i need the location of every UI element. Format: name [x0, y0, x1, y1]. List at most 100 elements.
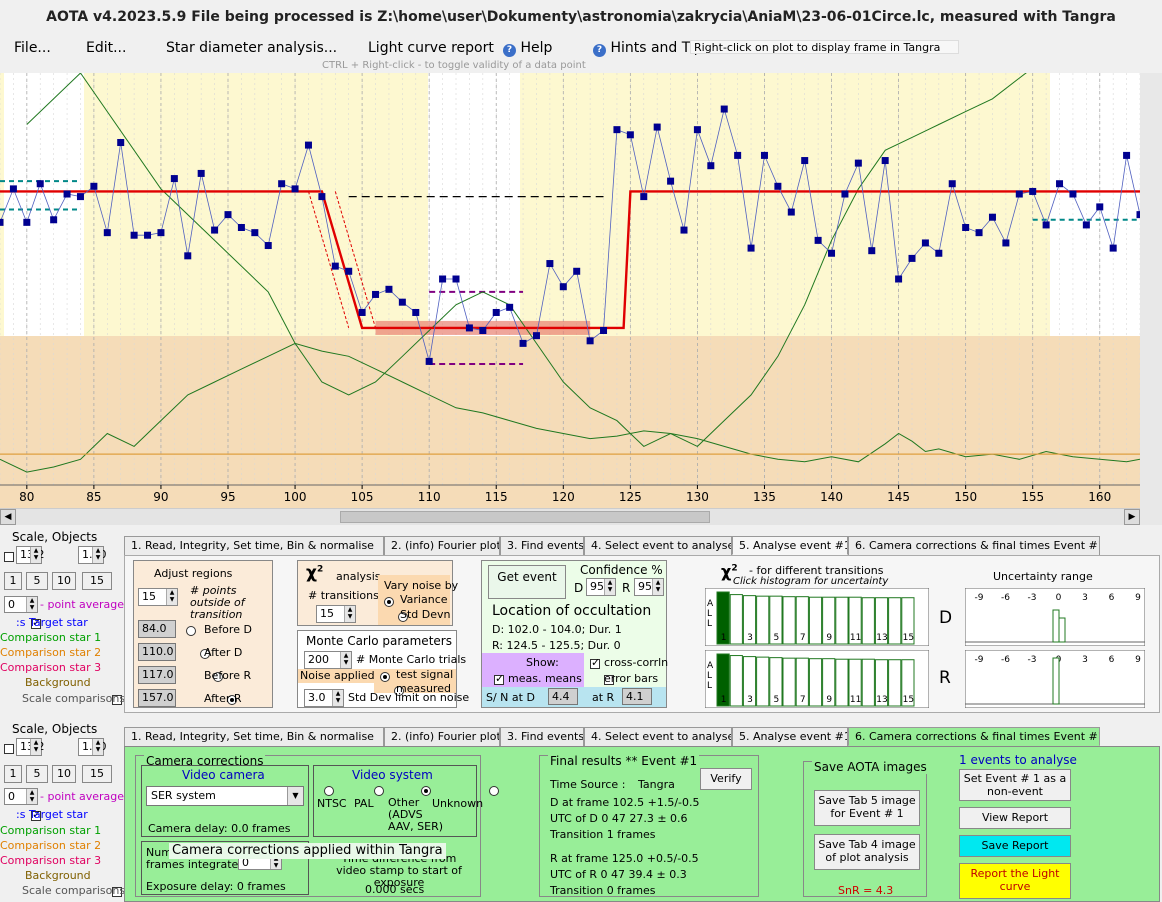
frames-integrated-label: frames integrated	[146, 858, 246, 871]
data-point	[304, 141, 312, 149]
scale-comparisons-check[interactable]	[112, 887, 122, 897]
conf-d-spinner[interactable]: 95	[586, 578, 616, 596]
histogram-r[interactable]: A L L1 3 5 7 9 11 13 15	[705, 650, 929, 708]
unknown-radio[interactable]	[488, 786, 499, 796]
tab-select-event[interactable]: 4. Select event to analyse	[584, 727, 732, 746]
after-r-radio[interactable]	[226, 695, 237, 705]
save-tab5-button[interactable]: Save Tab 5 image for Event # 1	[814, 790, 920, 826]
step-15-button[interactable]: 15	[82, 765, 112, 783]
d-utc-line: UTC of D 0 47 27.3 ± 0.6	[550, 812, 688, 825]
points-outside-spinner[interactable]: 15	[138, 588, 178, 606]
scale-check[interactable]	[4, 552, 14, 562]
mc-trials-spinner[interactable]: 200	[304, 651, 352, 669]
verify-button[interactable]: Verify	[700, 768, 752, 790]
tab-analyse-event[interactable]: 5. Analyse event #1	[732, 536, 848, 555]
pal-radio[interactable]	[373, 786, 384, 796]
view-report-button[interactable]: View Report	[959, 807, 1071, 829]
error-bars-check[interactable]	[603, 675, 614, 685]
camera-corrections-box: Camera corrections	[135, 754, 481, 897]
menu-light-curve-report[interactable]: Light curve report	[368, 40, 494, 56]
menu-edit[interactable]: Edit...	[86, 40, 127, 56]
histogram-tick-label: 11	[850, 633, 861, 643]
scale-spinner-1[interactable]: 13.2	[16, 546, 45, 564]
tab-fourier[interactable]: 2. (info) Fourier plot	[384, 536, 500, 555]
point-average-label: - point average	[40, 598, 125, 611]
data-point	[50, 216, 58, 224]
before-r-radio[interactable]	[213, 672, 223, 682]
test-signal-radio[interactable]	[380, 672, 390, 682]
histogram-tick-label: 5	[774, 695, 780, 705]
after-r-value[interactable]: 157.0	[138, 689, 176, 707]
after-d-radio[interactable]	[199, 649, 210, 659]
data-point	[1123, 151, 1131, 159]
step-5-button[interactable]: 5	[26, 765, 48, 783]
save-tab4-button[interactable]: Save Tab 4 image of plot analysis	[814, 834, 920, 870]
step-10-button[interactable]: 10	[52, 765, 76, 783]
scale-check[interactable]	[4, 744, 14, 754]
transitions-spinner[interactable]: 15	[316, 605, 356, 623]
tab-read-integrity[interactable]: 1. Read, Integrity, Set time, Bin & norm…	[124, 536, 384, 555]
stddev-radio[interactable]	[397, 612, 408, 622]
ntsc-radio[interactable]	[324, 786, 334, 796]
save-report-button[interactable]: Save Report	[959, 835, 1071, 857]
meas-means-check[interactable]	[494, 672, 504, 685]
tab-read-integrity[interactable]: 1. Read, Integrity, Set time, Bin & norm…	[124, 727, 384, 746]
variance-radio[interactable]	[384, 597, 394, 607]
tab-find-events[interactable]: 3. Find events	[500, 536, 584, 555]
menu-file[interactable]: File...	[14, 40, 51, 56]
step-1-button[interactable]: 1	[4, 572, 22, 590]
data-point	[841, 190, 849, 198]
chi-analysis-label: analysis	[336, 570, 381, 583]
target-star-check[interactable]	[31, 616, 41, 629]
before-r-value[interactable]: 117.0	[138, 666, 176, 684]
data-point	[667, 177, 675, 185]
histogram-d[interactable]: A L L1 3 5 7 9 11 13 15	[705, 588, 929, 646]
report-light-curve-button[interactable]: Report the Light curve	[959, 863, 1071, 899]
data-point	[278, 180, 286, 188]
data-point	[559, 283, 567, 291]
other-radio[interactable]	[421, 786, 431, 796]
x-tick-label: 80	[19, 490, 34, 504]
menu-help[interactable]: ? Help	[503, 40, 552, 57]
data-point	[546, 260, 554, 268]
step-5-button[interactable]: 5	[26, 572, 48, 590]
conf-r-spinner[interactable]: 95	[634, 578, 664, 596]
plot-scrollbar[interactable]: ◀ ▶	[0, 508, 1140, 525]
target-star-check[interactable]	[31, 808, 41, 821]
model-fit-alt	[308, 191, 350, 329]
scale-spinner-1[interactable]: 13.2	[16, 738, 45, 756]
tab-find-events[interactable]: 3. Find events	[500, 727, 584, 746]
menu-star-diameter[interactable]: Star diameter analysis...	[166, 40, 338, 56]
get-event-button[interactable]: Get event	[488, 565, 566, 599]
step-1-button[interactable]: 1	[4, 765, 22, 783]
comparison-curve-2	[0, 342, 1140, 473]
after-d-value[interactable]: 110.0	[138, 643, 176, 661]
cross-corrln-check[interactable]	[590, 656, 600, 669]
point-average-select[interactable]: 0	[4, 788, 38, 805]
comparison-3-label: Comparison star 3	[0, 661, 102, 674]
chi2-analysis-box: χ2 analysis # transitions 15 Vary noise …	[297, 560, 458, 626]
uncertainty-tick-label: 6	[1109, 655, 1115, 665]
step-10-button[interactable]: 10	[52, 572, 76, 590]
measured-radio[interactable]	[393, 686, 404, 696]
before-d-radio[interactable]	[186, 626, 196, 636]
tab-select-event[interactable]: 4. Select event to analyse	[584, 536, 732, 555]
data-point	[492, 308, 500, 316]
scale-spinner-2[interactable]: 1.40	[78, 546, 107, 564]
light-curve-plot[interactable]: 80 85 90 95 100 105 110 115 120 125 130 135 140 145 15…	[0, 73, 1140, 508]
save-images-box: Save AOTA images Save Tab 5 image for Ev…	[803, 760, 929, 897]
stddev-limit-spinner[interactable]: 3.0	[304, 689, 344, 707]
tab-fourier[interactable]: 2. (info) Fourier plot	[384, 727, 500, 746]
point-average-select[interactable]: 0	[4, 596, 38, 613]
before-d-value[interactable]: 84.0	[138, 620, 176, 638]
tab-analyse-event[interactable]: 5. Analyse event #1	[732, 727, 848, 746]
set-non-event-button[interactable]: Set Event # 1 as a non-event	[959, 769, 1071, 801]
menu-hints[interactable]: ? Hints and Tips	[593, 40, 710, 57]
camera-select[interactable]: SER system ▼	[146, 786, 304, 806]
tab-camera-corrections[interactable]: 6. Camera corrections & final times Even…	[848, 727, 1100, 746]
step-15-button[interactable]: 15	[82, 572, 112, 590]
scale-spinner-2[interactable]: 1.40	[78, 738, 107, 756]
scale-comparisons-check[interactable]	[112, 695, 122, 705]
tab-camera-corrections[interactable]: 6. Camera corrections & final times Even…	[848, 536, 1100, 555]
